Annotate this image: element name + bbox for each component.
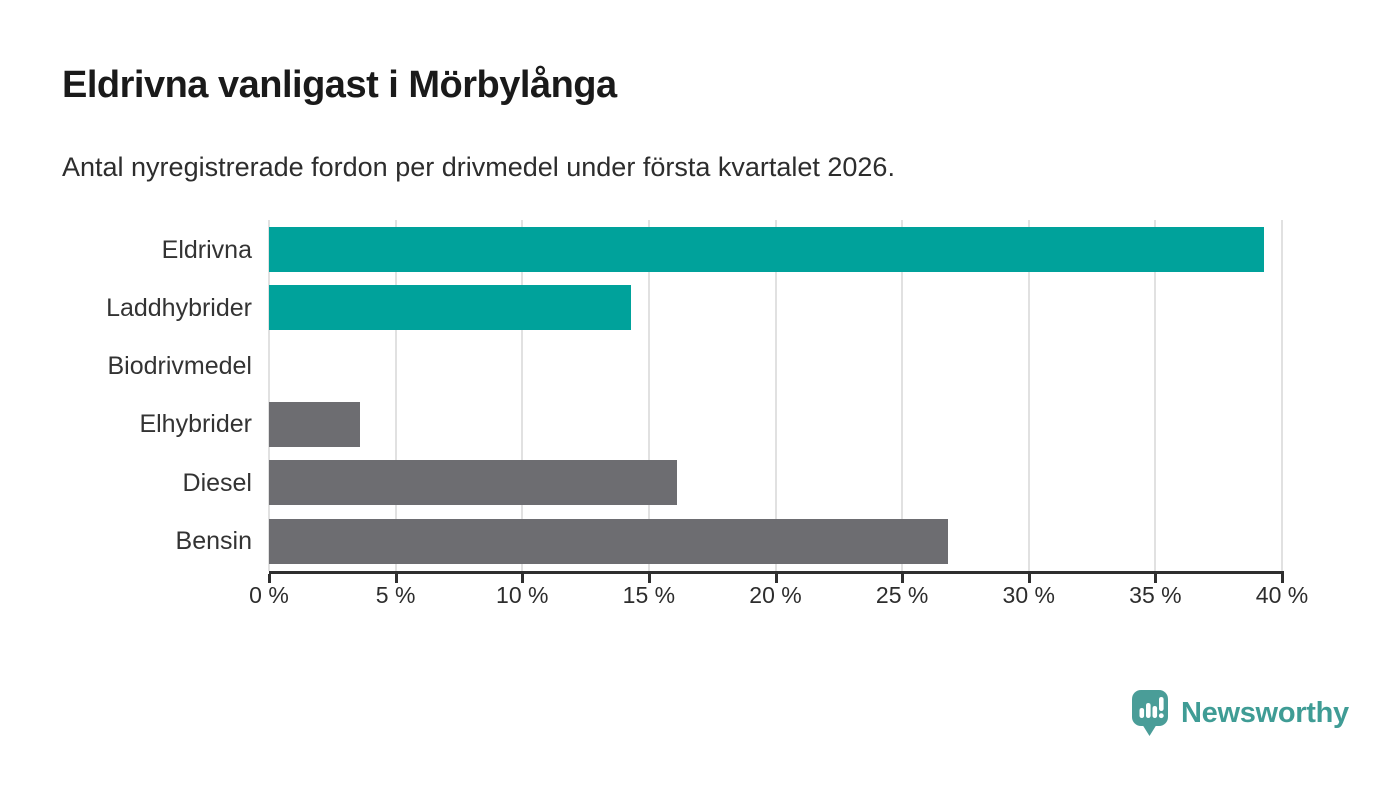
- gridline: [901, 220, 904, 571]
- x-axis-tick-label: 20 %: [749, 582, 802, 608]
- chart-subtitle: Antal nyregistrerade fordon per drivmede…: [62, 152, 895, 182]
- x-axis-tick-label: 15 %: [622, 582, 676, 608]
- x-axis-tick: [1027, 574, 1031, 583]
- bar: [269, 518, 948, 564]
- chart-title: Eldrivna vanligast i Mörbylånga: [62, 64, 617, 106]
- category-label: Biodrivmedel: [107, 352, 252, 381]
- x-axis-tick-label: 35 %: [1129, 582, 1182, 608]
- gridline: [521, 220, 524, 571]
- x-axis-tick: [1154, 574, 1158, 583]
- gridline: [1154, 220, 1157, 571]
- gridline: [268, 220, 270, 571]
- gridline: [1281, 220, 1283, 571]
- x-axis-tick-label: 5 %: [375, 582, 416, 608]
- bar: [269, 285, 632, 331]
- x-axis-tick-label: 40 %: [1255, 582, 1309, 608]
- bar: [269, 227, 1265, 272]
- gridline: [394, 220, 397, 571]
- x-axis-tick-label: 30 %: [1002, 582, 1055, 608]
- x-axis-tick: [394, 574, 398, 583]
- x-axis-tick: [521, 574, 525, 583]
- x-axis-tick: [268, 574, 271, 583]
- newsworthy-logo-text: Newsworthy: [1181, 696, 1349, 729]
- x-axis-tick-label: 25 %: [875, 582, 929, 608]
- x-axis-tick: [647, 574, 651, 583]
- category-label: Elhybrider: [139, 410, 252, 439]
- bar: [269, 401, 361, 447]
- category-label: Diesel: [182, 468, 252, 497]
- x-axis-tick-label: 10 %: [496, 582, 549, 608]
- x-axis-tick: [1281, 574, 1284, 583]
- category-label: Eldrivna: [161, 235, 252, 264]
- newsworthy-logo: Newsworthy: [1130, 688, 1349, 738]
- x-axis-line: [269, 571, 1284, 574]
- gridline: [1027, 220, 1030, 571]
- bar: [269, 460, 677, 506]
- newsworthy-logo-icon: [1132, 690, 1168, 736]
- gridline: [774, 220, 777, 571]
- category-label: Bensin: [175, 527, 252, 555]
- x-axis-tick: [774, 574, 778, 583]
- x-axis-tick: [901, 574, 905, 583]
- gridline: [647, 220, 650, 571]
- category-label: Laddhybrider: [106, 293, 252, 322]
- x-axis-tick-label: 0 %: [249, 582, 289, 608]
